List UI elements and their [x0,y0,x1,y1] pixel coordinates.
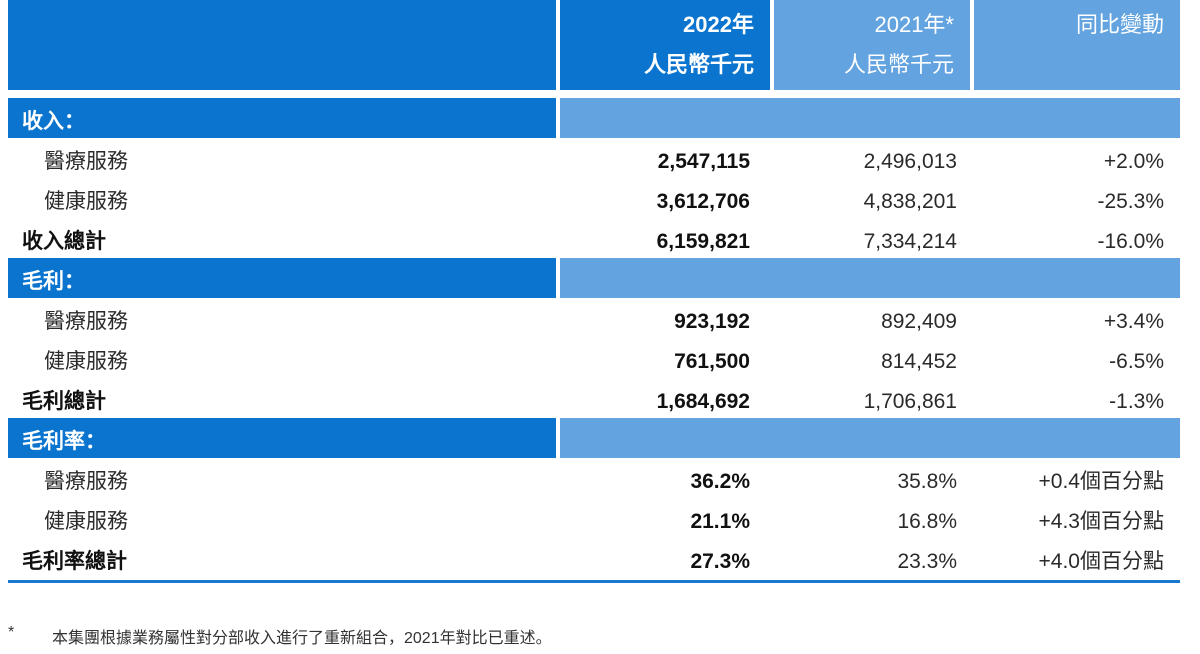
table-row: 健康服務 21.1% 16.8% +4.3個百分點 [0,502,1200,542]
total-row: 毛利總計 1,684,692 1,706,861 -1.3% [0,382,1200,422]
section-title: 毛利： [22,270,85,293]
section-fill-cell [560,258,1180,298]
header-2022-cell: 2022年 人民幣千元 [560,0,770,90]
value-2022: 27.3% [690,550,750,573]
value-2022: 6,159,821 [656,230,750,253]
footnote-mark: * [8,624,15,641]
value-2021: 814,452 [881,350,957,373]
value-2021: 1,706,861 [863,390,957,413]
value-2022: 923,192 [674,310,750,333]
value-change: +2.0% [1103,150,1164,173]
total-label: 收入總計 [22,230,106,253]
value-2022: 2,547,115 [657,150,750,173]
row-label: 醫療服務 [44,470,128,493]
table-row: 健康服務 3,612,706 4,838,201 -25.3% [0,182,1200,222]
value-2021: 4,838,201 [863,190,957,213]
table-row: 醫療服務 36.2% 35.8% +0.4個百分點 [0,462,1200,502]
table-row: 健康服務 761,500 814,452 -6.5% [0,342,1200,382]
header-change-label: 同比變動 [1075,12,1164,37]
value-2021: 23.3% [897,550,957,573]
header-change-cell: 同比變動 [974,0,1180,90]
value-change: -25.3% [1097,190,1164,213]
section-header-revenue: 收入： [0,98,1200,138]
value-change: -6.5% [1109,350,1164,373]
total-label: 毛利總計 [22,390,106,413]
table-row: 醫療服務 923,192 892,409 +3.4% [0,302,1200,342]
total-row: 毛利率總計 27.3% 23.3% +4.0個百分點 [0,542,1200,582]
header-2021-unit: 人民幣千元 [843,52,954,77]
table-row: 醫療服務 2,547,115 2,496,013 +2.0% [0,142,1200,182]
header-2022-unit: 人民幣千元 [643,52,754,77]
footnote-text: 本集團根據業務屬性對分部收入進行了重新組合，2021年對比已重述。 [52,630,552,647]
header-2021-year: 2021年* [874,12,954,37]
value-2022: 3,612,706 [656,190,750,213]
value-change: +3.4% [1103,310,1164,333]
value-change: -16.0% [1097,230,1164,253]
total-label: 毛利率總計 [22,550,127,573]
value-2021: 35.8% [897,470,957,493]
table-bottom-rule [8,580,1180,583]
section-header-gross-margin: 毛利率： [0,418,1200,458]
row-label: 健康服務 [44,510,128,533]
section-fill-cell [560,418,1180,458]
section-title: 毛利率： [22,430,106,453]
row-label: 健康服務 [44,190,128,213]
value-2021: 2,496,013 [863,150,957,173]
row-label: 醫療服務 [44,310,128,333]
section-title: 收入： [22,110,85,133]
header-2021-cell: 2021年* 人民幣千元 [774,0,970,90]
value-2021: 7,334,214 [863,230,957,253]
section-fill-cell [560,98,1180,138]
value-2021: 16.8% [897,510,957,533]
section-label-cell: 毛利率： [8,418,556,458]
section-header-gross-profit: 毛利： [0,258,1200,298]
value-2022: 21.1% [690,510,750,533]
row-label: 醫療服務 [44,150,128,173]
header-2022-year: 2022年 [683,12,754,37]
value-change: +4.0個百分點 [1038,550,1164,573]
value-2022: 36.2% [690,470,750,493]
total-row: 收入總計 6,159,821 7,334,214 -16.0% [0,222,1200,262]
footnote: * 本集團根據業務屬性對分部收入進行了重新組合，2021年對比已重述。 [0,624,1200,648]
value-change: +0.4個百分點 [1038,470,1164,493]
row-label: 健康服務 [44,350,128,373]
value-2022: 1,684,692 [656,390,750,413]
value-2022: 761,500 [674,350,750,373]
value-change: +4.3個百分點 [1038,510,1164,533]
section-label-cell: 收入： [8,98,556,138]
section-label-cell: 毛利： [8,258,556,298]
table-header: 2022年 人民幣千元 2021年* 人民幣千元 同比變動 [0,0,1200,90]
value-2021: 892,409 [881,310,957,333]
header-label-cell [8,0,556,90]
value-change: -1.3% [1109,390,1164,413]
